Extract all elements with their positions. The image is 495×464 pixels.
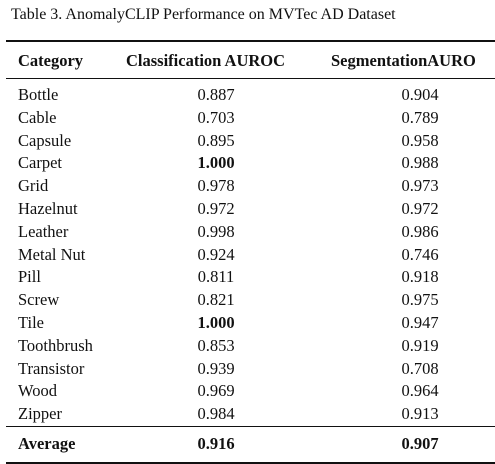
row-category: Cable (18, 107, 57, 127)
row-category: Pill (18, 267, 41, 287)
row-category: Grid (18, 176, 49, 196)
row-classification-auroc: 0.811 (197, 267, 235, 287)
bottom-rule (6, 462, 495, 464)
row-category: Hazelnut (18, 199, 78, 218)
row-segmentation-auroc: 0.958 (401, 130, 439, 150)
row-classification-auroc: 0.924 (197, 244, 235, 264)
header-classification-auroc: Classification AUROC (126, 51, 286, 70)
row-segmentation-auroc: 0.918 (401, 267, 439, 287)
row-category: Tile (18, 313, 44, 332)
average-rule (6, 426, 495, 427)
row-segmentation-auroc: 0.904 (401, 85, 439, 104)
row-category: Metal Nut (18, 244, 86, 264)
top-rule (6, 40, 495, 42)
row-classification-auroc: 0.972 (197, 199, 235, 218)
row-segmentation-auroc: 0.973 (401, 176, 439, 196)
row-classification-auroc: 1.000 (197, 153, 235, 173)
header-rule (6, 78, 495, 79)
row-segmentation-auroc: 0.708 (401, 358, 439, 378)
row-category: Screw (18, 290, 60, 310)
row-category: Leather (18, 221, 69, 241)
table-caption: Table 3. AnomalyCLIP Performance on MVTe… (11, 6, 396, 23)
average-label: Average (18, 434, 76, 453)
row-classification-auroc: 0.703 (197, 107, 235, 127)
header-category: Category (18, 51, 84, 70)
row-category: Carpet (18, 153, 62, 173)
row-category: Capsule (18, 130, 72, 150)
row-classification-auroc: 1.000 (197, 313, 235, 332)
header-segmentation-auroc: SegmentationAURO (331, 51, 476, 70)
row-segmentation-auroc: 0.964 (401, 381, 439, 401)
row-segmentation-auroc: 0.913 (401, 404, 439, 424)
row-segmentation-auroc: 0.986 (401, 221, 439, 241)
row-category: Transistor (18, 358, 85, 378)
row-segmentation-auroc: 0.975 (401, 290, 439, 310)
row-segmentation-auroc: 0.972 (401, 199, 439, 218)
row-classification-auroc: 0.887 (197, 85, 235, 104)
row-segmentation-auroc: 0.988 (401, 153, 439, 173)
row-classification-auroc: 0.939 (197, 358, 235, 378)
row-category: Toothbrush (18, 335, 93, 355)
row-classification-auroc: 0.998 (197, 221, 235, 241)
row-category: Wood (18, 381, 58, 401)
row-category: Bottle (18, 85, 59, 104)
row-classification-auroc: 0.984 (197, 404, 235, 424)
row-classification-auroc: 0.978 (197, 176, 235, 196)
row-classification-auroc: 0.895 (197, 130, 235, 150)
row-classification-auroc: 0.821 (197, 290, 235, 310)
row-category: Zipper (18, 404, 62, 424)
row-segmentation-auroc: 0.789 (401, 107, 439, 127)
row-classification-auroc: 0.969 (197, 381, 235, 401)
average-classification: 0.916 (197, 434, 235, 453)
row-segmentation-auroc: 0.947 (401, 313, 439, 332)
average-segmentation: 0.907 (401, 434, 439, 453)
row-classification-auroc: 0.853 (197, 335, 235, 355)
row-segmentation-auroc: 0.919 (401, 335, 439, 355)
row-segmentation-auroc: 0.746 (401, 244, 439, 264)
